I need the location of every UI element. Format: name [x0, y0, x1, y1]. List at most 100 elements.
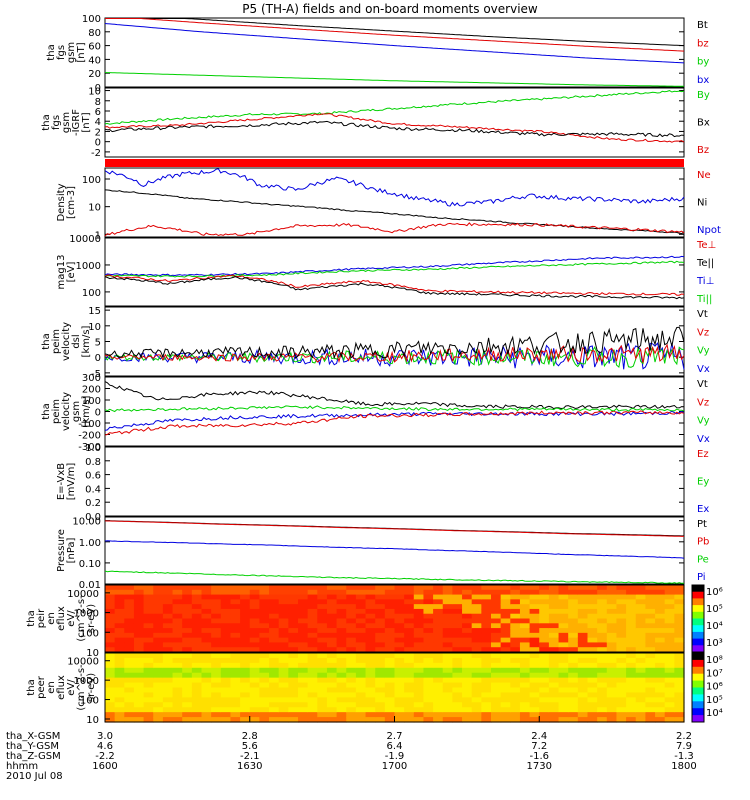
heatmap-cell [404, 647, 415, 653]
colorbar-cell [692, 696, 704, 699]
heatmap-cell [606, 613, 618, 620]
heatmap-cell [133, 707, 145, 713]
heatmap-cell [220, 589, 232, 596]
heatmap-cell [519, 712, 531, 718]
heatmap-cell [201, 599, 212, 605]
heatmap-cell [577, 594, 589, 600]
heatmap-cell [529, 682, 540, 689]
heatmap-cell [481, 642, 492, 648]
heatmap-cell [587, 682, 598, 689]
heatmap-cell [510, 653, 521, 659]
heatmap-cell [606, 707, 618, 713]
heatmap-cell [143, 623, 154, 629]
heatmap-cell [568, 642, 579, 648]
colorbar-cell [692, 635, 704, 638]
heatmap-cell [674, 687, 685, 694]
heatmap-cell [452, 623, 463, 629]
heatmap-cell [558, 717, 569, 723]
heatmap-cell [606, 657, 618, 664]
colorbar-cell [692, 689, 704, 692]
heatmap-cell [201, 672, 212, 679]
heatmap-cell [626, 667, 637, 674]
heatmap-cell [452, 599, 463, 605]
heatmap-cell [491, 637, 502, 644]
heatmap-cell [568, 672, 579, 679]
heatmap-cell [162, 662, 174, 669]
heatmap-cell [645, 687, 656, 694]
heatmap-cell [259, 594, 270, 600]
colorbar-cell [692, 673, 704, 676]
heatmap-cell [162, 682, 174, 689]
heatmap-cell [423, 637, 434, 644]
heatmap-cell [201, 594, 212, 600]
heatmap-cell [336, 613, 347, 620]
heatmap-cell [442, 589, 453, 596]
heatmap-cell [259, 628, 270, 634]
heatmap-cell [616, 623, 627, 629]
heatmap-cell [172, 702, 183, 708]
heatmap-cell [558, 589, 569, 596]
heatmap-cell [645, 585, 656, 591]
heatmap-cell [548, 618, 560, 624]
heatmap-cell [336, 717, 347, 723]
heatmap-cell [124, 712, 135, 718]
heatmap-cell [249, 682, 260, 689]
colorbar-cell [692, 675, 704, 678]
heatmap-cell [655, 692, 666, 698]
heatmap-cell [317, 585, 328, 591]
heatmap-cell [220, 599, 232, 605]
heatmap-cell [346, 672, 357, 679]
heatmap-cell [307, 637, 318, 644]
colorbar-cell [692, 665, 704, 668]
heatmap-cell [240, 653, 251, 659]
heatmap-cell [664, 702, 675, 708]
heatmap-cell [259, 585, 270, 591]
heatmap-cell [384, 585, 396, 591]
heatmap-cell [539, 623, 550, 629]
heatmap-cell [249, 653, 260, 659]
heatmap-cell [413, 628, 425, 634]
heatmap-cell [211, 613, 222, 620]
colorbar-cell [692, 641, 704, 645]
heatmap-cell [346, 682, 357, 689]
heatmap-cell [114, 692, 125, 698]
heatmap-cell [211, 662, 222, 669]
heatmap-cell [558, 687, 569, 694]
heatmap-cell [413, 585, 425, 591]
heatmap-cell [394, 585, 405, 591]
heatmap-cell [365, 692, 376, 698]
heatmap-cell [587, 642, 598, 648]
heatmap-cell [211, 682, 222, 689]
heatmap-cell [365, 707, 376, 713]
heatmap-cell [278, 613, 289, 620]
colorbar-cell [692, 590, 704, 593]
heatmap-cell [587, 697, 598, 703]
heatmap-cell [172, 717, 183, 723]
ylabel-line: eV/ [66, 679, 77, 696]
heatmap-cell [577, 697, 589, 703]
heatmap-cell [626, 613, 637, 620]
ylabel-line: eflux [56, 675, 67, 700]
heatmap-cell [394, 692, 405, 698]
heatmap-cell [326, 628, 338, 634]
heatmap-cell [568, 682, 579, 689]
heatmap-cell [413, 589, 425, 596]
heatmap-cell [645, 672, 656, 679]
heatmap-cell [529, 702, 540, 708]
heatmap-cell [481, 604, 492, 610]
heatmap-cell [471, 632, 482, 639]
heatmap-cell [346, 662, 357, 669]
heatmap-cell [240, 692, 251, 698]
heatmap-cell [519, 604, 531, 610]
series-Vy [104, 346, 685, 369]
heatmap-cell [278, 662, 289, 669]
heatmap-cell [529, 604, 540, 610]
heatmap-cell [278, 589, 289, 596]
heatmap-cell [133, 717, 145, 723]
heatmap-cell [558, 677, 569, 684]
heatmap-cell [143, 613, 154, 620]
heatmap-cell [510, 682, 521, 689]
heatmap-cell [481, 594, 492, 600]
heatmap-cell [211, 637, 222, 644]
